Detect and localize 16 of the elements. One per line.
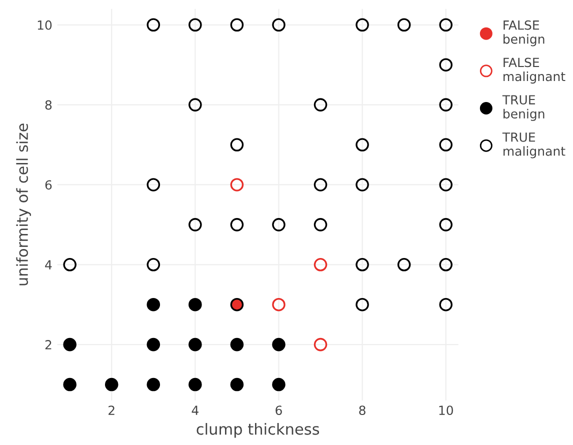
y-tick-label: 10 xyxy=(38,20,52,30)
x-tick-label: 4 xyxy=(192,406,198,415)
y-tick-label: 4 xyxy=(45,260,52,270)
x-tick-label: 10 xyxy=(439,406,453,416)
x-tick-label: 8 xyxy=(359,406,366,416)
legend-label: FALSE malignant xyxy=(504,58,566,84)
legend-label: TRUE benign xyxy=(502,95,544,121)
x-tick-label: 6 xyxy=(276,406,282,416)
legend-label: TRUE malignant xyxy=(502,132,566,158)
y-axis-title: uniformity of cell size xyxy=(16,124,31,286)
y-tick-label: 2 xyxy=(45,340,52,350)
y-tick-label: 8 xyxy=(45,100,52,110)
x-tick-label: 2 xyxy=(108,406,114,415)
y-tick-label: 6 xyxy=(45,180,52,190)
legend-label: FALSE benign xyxy=(504,20,544,46)
x-axis-title: clump thickness xyxy=(196,423,320,438)
